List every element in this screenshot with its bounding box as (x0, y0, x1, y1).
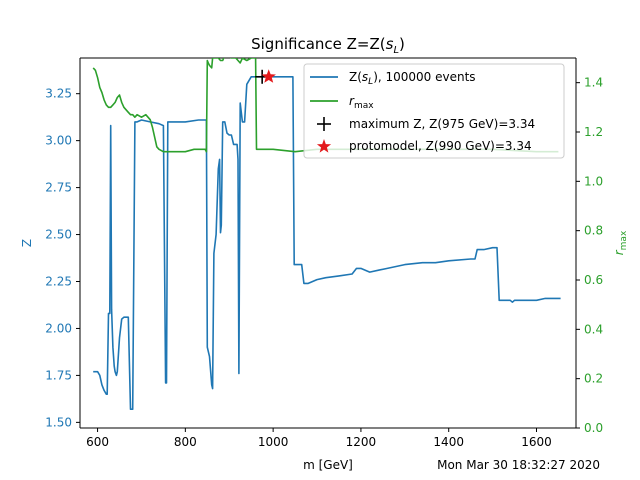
right-y-axis: 0.0 0.2 0.4 0.6 0.8 1.0 1.2 1.4 rmax (575, 58, 629, 435)
left-y-tick-label: 1.50 (45, 415, 72, 429)
right-y-tick-label: 1.4 (584, 76, 603, 90)
legend-label-rmax: rmax (349, 94, 374, 111)
right-y-tick-label: 1.2 (584, 125, 603, 139)
left-y-tick-label: 1.75 (45, 368, 72, 382)
series-line-z (93, 76, 561, 411)
legend-label-z: Z(sL), 100000 events (349, 70, 476, 87)
left-y-axis-label: Z (20, 239, 34, 247)
x-axis-label: m [GeV] (303, 458, 353, 472)
x-tick-label: 800 (174, 435, 197, 449)
x-axis: 600 800 1000 1200 1400 1600 m [GeV] (80, 57, 576, 472)
x-tick-label: 1600 (521, 435, 552, 449)
protomodel-marker (261, 69, 276, 83)
legend-label-max: maximum Z, Z(975 GeV)=3.34 (349, 117, 535, 131)
series-line-rmax (92, 58, 559, 153)
right-y-tick-label: 0.4 (584, 322, 603, 336)
legend: Z(sL), 100000 events rmax maximum Z, Z(9… (303, 63, 565, 159)
right-y-axis-label: rmax (612, 230, 629, 255)
left-y-axis: 1.50 1.75 2.00 2.25 2.50 2.75 3.00 3.25 Z (20, 58, 81, 429)
x-tick-label: 1000 (258, 435, 289, 449)
x-tick-label: 600 (86, 435, 109, 449)
right-y-tick-label: 0.2 (584, 372, 603, 386)
left-y-tick-label: 2.25 (45, 275, 72, 289)
left-y-tick-label: 2.75 (45, 181, 72, 195)
left-y-tick-label: 2.50 (45, 228, 72, 242)
x-tick-label: 1400 (433, 435, 464, 449)
left-y-tick-label: 3.25 (45, 87, 72, 101)
left-y-tick-label: 3.00 (45, 134, 72, 148)
timestamp: Mon Mar 30 18:32:27 2020 (437, 458, 600, 472)
chart-title: Significance Z=Z(sL) (251, 35, 405, 56)
marker-group (255, 69, 276, 84)
legend-box (303, 63, 565, 159)
right-y-tick-label: 1.0 (584, 174, 603, 188)
left-y-tick-label: 2.00 (45, 321, 72, 335)
right-y-tick-label: 0.8 (584, 224, 603, 238)
legend-marker-protomodel (316, 139, 332, 153)
right-y-tick-label: 0.0 (584, 421, 603, 435)
series-group (92, 58, 561, 411)
legend-marker-max (317, 117, 331, 131)
legend-label-protomodel: protomodel, Z(990 GeV)=3.34 (349, 139, 532, 153)
x-tick-label: 1200 (346, 435, 377, 449)
right-y-tick-label: 0.6 (584, 273, 603, 287)
